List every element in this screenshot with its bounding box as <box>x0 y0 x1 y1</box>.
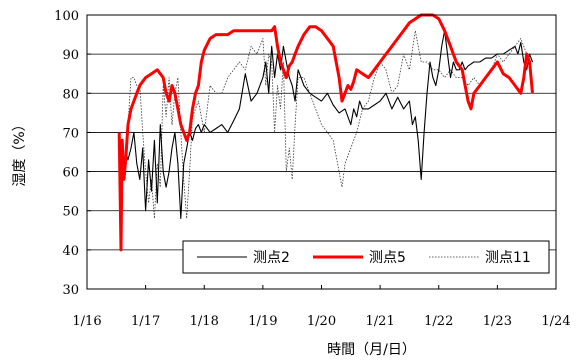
x-tick-label-1/21: 1/21 <box>366 314 395 329</box>
grid-lines <box>87 53 556 251</box>
y-tick-label-80: 80 <box>62 87 79 102</box>
legend-label-测点5: 测点5 <box>369 250 406 266</box>
legend: 测点2 测点5 测点11 <box>182 240 550 274</box>
y-tick-label-70: 70 <box>62 126 79 141</box>
series-line-测点2 <box>118 30 534 220</box>
x-tick-label-1/17: 1/17 <box>131 314 160 329</box>
x-tick-label-1/19: 1/19 <box>248 314 277 329</box>
series-line-测点5 <box>117 13 534 252</box>
y-axis-ticks: 30 40 50 60 70 80 90 100 <box>54 9 91 298</box>
y-tick-label-60: 60 <box>62 166 79 181</box>
x-tick-label-1/16: 1/16 <box>72 314 101 329</box>
y-tick-label-50: 50 <box>62 205 79 220</box>
x-tick-label-1/23: 1/23 <box>483 314 512 329</box>
series-line-测点11 <box>118 30 533 219</box>
x-tick-label-1/24: 1/24 <box>541 314 570 329</box>
y-axis-label: 湿度（%） <box>12 117 28 186</box>
x-tick-label-1/20: 1/20 <box>307 314 336 329</box>
x-tick-label-1/22: 1/22 <box>424 314 453 329</box>
x-tick-label-1/18: 1/18 <box>190 314 219 329</box>
legend-label-测点2: 测点2 <box>253 250 290 266</box>
y-tick-label-30: 30 <box>62 283 79 298</box>
x-axis-ticks: 1/16 1/17 1/18 1/19 1/20 1/21 1/22 1/23 1/24 <box>72 285 571 329</box>
y-tick-label-40: 40 <box>62 244 79 259</box>
y-tick-label-100: 100 <box>54 9 79 24</box>
legend-label-测点11: 测点11 <box>485 250 531 266</box>
series-group <box>117 13 534 252</box>
y-tick-label-90: 90 <box>62 48 79 63</box>
x-axis-label: 時間（月/日） <box>327 342 416 358</box>
